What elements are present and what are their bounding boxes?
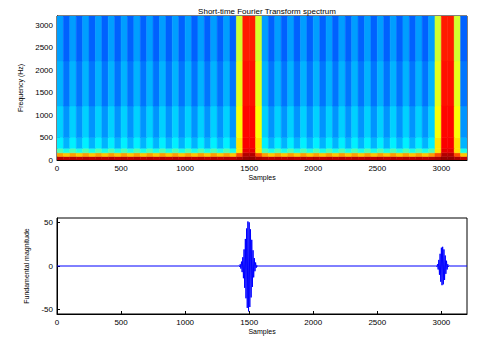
- svg-text:0: 0: [49, 156, 54, 165]
- svg-text:50: 50: [44, 218, 53, 227]
- svg-text:1500: 1500: [240, 164, 258, 173]
- svg-text:1000: 1000: [35, 111, 53, 120]
- svg-text:1500: 1500: [240, 318, 258, 327]
- svg-text:1500: 1500: [35, 88, 53, 97]
- svg-text:2000: 2000: [304, 164, 322, 173]
- svg-text:1000: 1000: [176, 164, 194, 173]
- svg-text:500: 500: [114, 164, 128, 173]
- svg-text:500: 500: [40, 133, 54, 142]
- svg-text:2000: 2000: [35, 66, 53, 75]
- svg-text:3000: 3000: [35, 21, 53, 30]
- svg-text:500: 500: [114, 318, 128, 327]
- svg-text:2000: 2000: [304, 318, 322, 327]
- svg-text:0: 0: [55, 164, 60, 173]
- svg-text:Short-time Fourier Transform s: Short-time Fourier Transform spectrum: [198, 7, 336, 16]
- svg-text:2500: 2500: [35, 43, 53, 52]
- svg-text:0: 0: [55, 318, 60, 327]
- svg-text:3000: 3000: [432, 318, 450, 327]
- svg-text:-50: -50: [41, 305, 53, 314]
- svg-text:Frequency (Hz): Frequency (Hz): [17, 64, 25, 112]
- svg-text:Samples: Samples: [248, 328, 276, 336]
- svg-text:3000: 3000: [432, 164, 450, 173]
- svg-text:Samples: Samples: [248, 174, 276, 182]
- svg-text:1000: 1000: [176, 318, 194, 327]
- svg-text:2500: 2500: [368, 318, 386, 327]
- svg-text:Fundamental magnitude: Fundamental magnitude: [23, 228, 31, 304]
- svg-text:2500: 2500: [368, 164, 386, 173]
- svg-text:0: 0: [49, 262, 54, 271]
